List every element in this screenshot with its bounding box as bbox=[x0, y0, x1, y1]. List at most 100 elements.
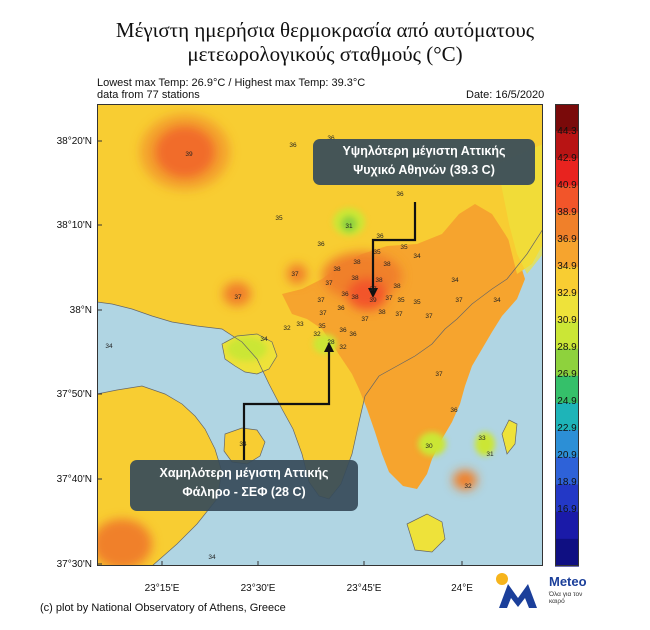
station-value: 33 bbox=[478, 435, 486, 442]
lat-label-37-30: 37°30'N bbox=[56, 559, 92, 570]
colorbar-label: 40.9 bbox=[557, 180, 577, 191]
station-value: 31 bbox=[345, 223, 353, 230]
warm-zone-south bbox=[453, 470, 477, 490]
colorbar-label: 18.9 bbox=[557, 477, 577, 488]
date-text: Date: 16/5/2020 bbox=[466, 89, 545, 101]
colorbar-swatch bbox=[555, 511, 579, 540]
colorbar-label: 22.9 bbox=[557, 423, 577, 434]
station-value: 36 bbox=[337, 305, 345, 312]
colorbar-swatch bbox=[555, 484, 579, 513]
colorbar-label: 34.9 bbox=[557, 261, 577, 272]
copyright-footer: (c) plot by National Observatory of Athe… bbox=[40, 602, 286, 614]
lon-label-23-45: 23°45'E bbox=[346, 583, 382, 594]
station-value: 38 bbox=[351, 275, 359, 282]
lat-label-38: 38°N bbox=[69, 305, 92, 316]
lon-label-23-15: 23°15'E bbox=[144, 583, 180, 594]
station-value: 36 bbox=[327, 135, 335, 142]
station-value: 34 bbox=[413, 253, 421, 260]
kea-island bbox=[407, 514, 445, 552]
station-value: 36 bbox=[289, 142, 297, 149]
colorbar-swatches bbox=[555, 104, 579, 567]
colorbar-label: 42.9 bbox=[557, 153, 577, 164]
station-value: 37 bbox=[319, 310, 327, 317]
temperature-range-text: Lowest max Temp: 26.9°C / Highest max Te… bbox=[97, 77, 366, 89]
lowest-temperature-callout: Χαμηλότερη μέγιστη Αττικής Φάληρο - ΣΕΦ … bbox=[130, 460, 358, 511]
station-value: 37 bbox=[361, 316, 369, 323]
station-value: 37 bbox=[325, 280, 333, 287]
station-value: 38 bbox=[333, 266, 341, 273]
station-value: 36 bbox=[341, 291, 349, 298]
highest-callout-line1: Υψηλότερη μέγιστη Αττικής bbox=[342, 144, 506, 158]
station-value: 36 bbox=[339, 327, 347, 334]
colorbar-label: 16.9 bbox=[557, 504, 577, 515]
lon-label-23-30: 23°30'E bbox=[240, 583, 276, 594]
station-value: 35 bbox=[413, 299, 421, 306]
station-value: 37 bbox=[395, 311, 403, 318]
station-value: 38 bbox=[383, 261, 391, 268]
cool-zone-parnitha-core bbox=[341, 216, 357, 232]
warm-zone-west bbox=[223, 282, 251, 306]
station-value: 39 bbox=[369, 297, 377, 304]
colorbar-swatch bbox=[555, 321, 579, 350]
station-value: 39 bbox=[185, 151, 193, 158]
stations-count-text: data from 77 stations bbox=[97, 89, 200, 101]
hot-zone-athens-core bbox=[347, 278, 387, 310]
colorbar-label: 44.3 bbox=[557, 126, 577, 137]
station-value: 38 bbox=[378, 309, 386, 316]
station-value: 32 bbox=[339, 344, 347, 351]
colorbar-swatch bbox=[555, 375, 579, 404]
warm-zone-southwest bbox=[97, 519, 152, 566]
lon-label-24: 24°E bbox=[451, 583, 473, 594]
colorbar-swatch bbox=[555, 457, 579, 486]
station-value: 32 bbox=[313, 331, 321, 338]
colorbar-label: 36.9 bbox=[557, 234, 577, 245]
station-value: 38 bbox=[353, 259, 361, 266]
lowest-pointer-arrow bbox=[324, 342, 334, 352]
station-value: 35 bbox=[400, 244, 408, 251]
colorbar-swatch bbox=[555, 212, 579, 241]
cool-zone-salamina bbox=[227, 337, 267, 361]
station-value: 32 bbox=[283, 325, 291, 332]
station-value: 37 bbox=[425, 313, 433, 320]
station-value: 34 bbox=[208, 554, 216, 561]
colorbar-swatch bbox=[555, 402, 579, 431]
colorbar-swatch bbox=[555, 348, 579, 377]
highest-temperature-callout: Υψηλότερη μέγιστη Αττικής Ψυχικό Αθηνών … bbox=[313, 139, 535, 185]
station-value: 34 bbox=[493, 297, 501, 304]
colorbar-label: 38.9 bbox=[557, 207, 577, 218]
station-value: 30 bbox=[425, 443, 433, 450]
colorbar-swatch bbox=[555, 267, 579, 295]
station-value: 35 bbox=[275, 215, 283, 222]
station-value: 36 bbox=[396, 191, 404, 198]
station-value: 33 bbox=[296, 321, 304, 328]
lowest-callout-line2: Φάληρο - ΣΕΦ (28 C) bbox=[182, 485, 306, 499]
station-value: 35 bbox=[318, 323, 326, 330]
station-value: 37 bbox=[234, 294, 242, 301]
station-value: 34 bbox=[239, 441, 247, 448]
lat-label-38-10: 38°10'N bbox=[56, 220, 92, 231]
station-value: 34 bbox=[105, 343, 113, 350]
station-value: 36 bbox=[317, 241, 325, 248]
colorbar-swatch bbox=[555, 239, 579, 268]
warm-zone-west-2 bbox=[287, 264, 307, 284]
colorbar-swatch bbox=[555, 185, 579, 214]
logo-tagline: Όλα για τον καιρό bbox=[549, 591, 583, 605]
cool-zone-sounio bbox=[475, 432, 495, 456]
station-value: 35 bbox=[397, 297, 405, 304]
station-value: 36 bbox=[450, 407, 458, 414]
station-value: 37 bbox=[291, 271, 299, 278]
logo-name: Meteo bbox=[549, 574, 587, 589]
makronisos-island bbox=[502, 420, 517, 454]
colorbar-label: 32.9 bbox=[557, 288, 577, 299]
station-value: 37 bbox=[317, 297, 325, 304]
station-value: 38 bbox=[351, 294, 359, 301]
station-value: 35 bbox=[373, 249, 381, 256]
map-title-line2: μετεωρολογικούς σταθμούς (°C) bbox=[187, 42, 463, 66]
station-value: 38 bbox=[375, 277, 383, 284]
colorbar-swatch bbox=[555, 104, 579, 132]
colorbar-swatch bbox=[555, 131, 579, 159]
cool-zone-lavrio bbox=[418, 432, 446, 456]
colorbar-label: 26.9 bbox=[557, 369, 577, 380]
station-value: 37 bbox=[455, 297, 463, 304]
lat-label-38-20: 38°20'N bbox=[56, 136, 92, 147]
